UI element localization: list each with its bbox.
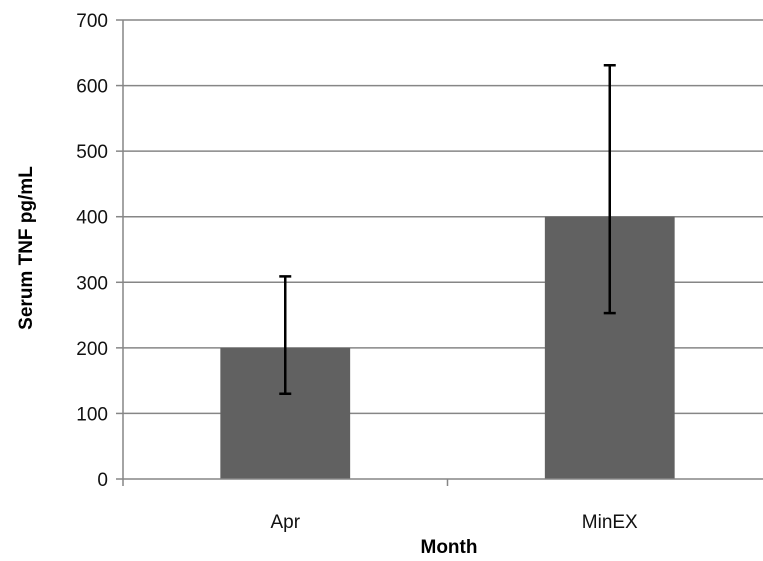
axes [116,19,763,486]
y-tick-label: 600 [76,77,108,98]
y-tick-label: 500 [76,142,108,163]
x-axis-tick-labels: Apr MinEX [270,512,638,533]
x-tick-label: Apr [270,512,300,533]
y-tick-label: 300 [76,273,108,294]
y-axis-title: Serum TNF pg/mL [16,166,37,330]
y-tick-label: 0 [97,470,108,491]
x-axis-title: Month [421,537,478,558]
error-bars [279,63,616,396]
y-tick-label: 200 [76,339,108,360]
y-axis-tick-labels: 0 100 200 300 400 500 600 700 [76,11,108,491]
y-tick-label: 700 [76,11,108,32]
y-tick-label: 400 [76,208,108,229]
y-tick-label: 100 [76,404,108,425]
x-tick-label: MinEX [582,512,638,533]
